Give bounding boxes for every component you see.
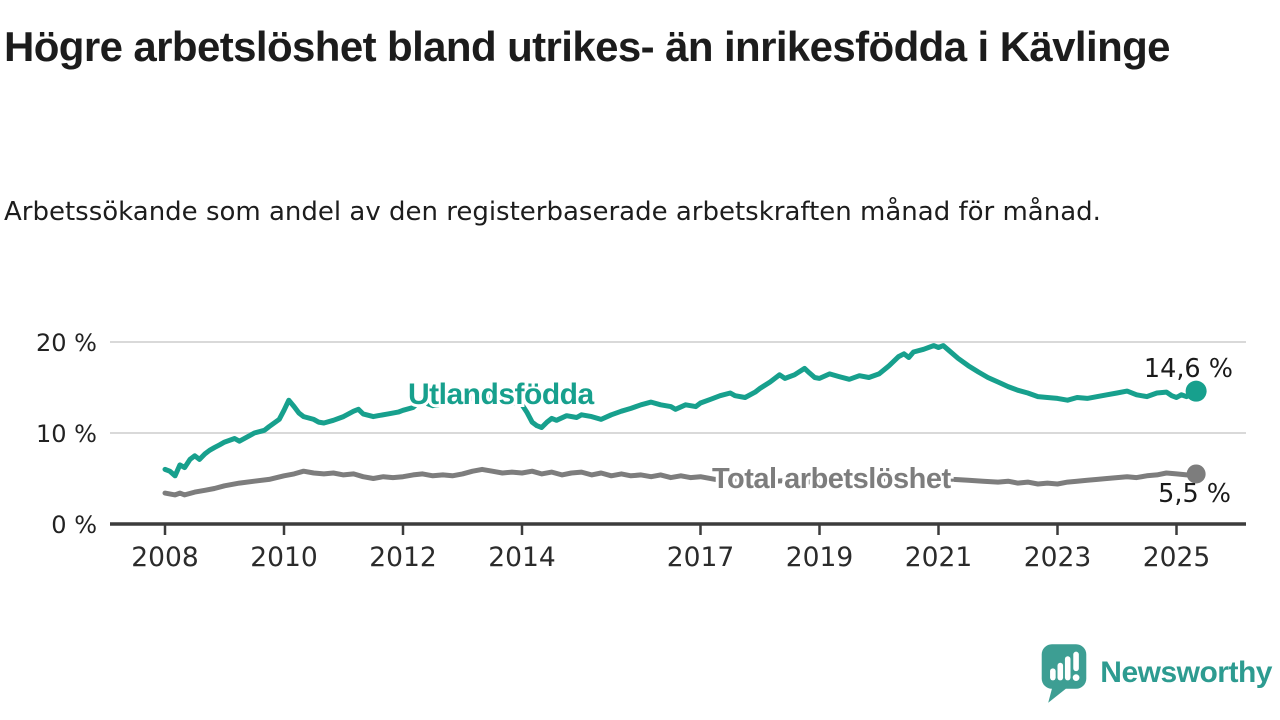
x-tick-label: 2008 xyxy=(131,542,198,573)
y-tick-label: 0 % xyxy=(51,511,97,539)
x-tick-label: 2023 xyxy=(1024,542,1091,573)
y-tick-label: 10 % xyxy=(36,420,97,448)
brand-name: Newsworthy xyxy=(1100,656,1272,689)
x-tick-label: 2025 xyxy=(1143,542,1210,573)
unemployment-line-chart: 20 % 10 % 0 % 2008 2010 2012 2014 2017 2019 2021 2… xyxy=(36,329,1246,573)
y-tick-label: 20 % xyxy=(36,329,97,357)
end-value-label-utlandsfodda: 14,6 % xyxy=(1144,354,1233,384)
logo-bar-small xyxy=(1050,668,1056,681)
page-title: Högre arbetslöshet bland utrikes- än inr… xyxy=(4,23,1171,70)
logo-exclamation-dot xyxy=(1073,674,1080,681)
series-label-total: Total arbetslöshet xyxy=(712,463,951,495)
newsworthy-brand: Newsworthy xyxy=(1038,640,1272,706)
series-line-total xyxy=(162,466,1199,498)
logo-exclamation-bar xyxy=(1073,651,1080,672)
x-tick-label: 2017 xyxy=(667,542,734,573)
x-tick-label: 2012 xyxy=(369,542,436,573)
end-value-label-total: 5,5 % xyxy=(1158,479,1231,509)
logo-bar-medium xyxy=(1057,662,1064,681)
logo-bubble-shape xyxy=(1041,644,1087,703)
series-line-utlandsfodda xyxy=(162,343,1199,479)
x-tick-label: 2019 xyxy=(786,542,853,573)
x-tick-label: 2014 xyxy=(488,542,555,573)
page-subtitle: Arbetssökande som andel av den registerb… xyxy=(4,197,1101,227)
newsworthy-logo-icon xyxy=(1041,644,1087,703)
x-tick-label: 2021 xyxy=(905,542,972,573)
logo-bar-tall xyxy=(1065,656,1071,681)
series-end-dot-total xyxy=(1186,464,1206,484)
series-label-utlandsfodda: Utlandsfödda xyxy=(408,378,594,411)
x-tick-label: 2010 xyxy=(250,542,317,573)
series-end-dot-utlandsfodda xyxy=(1185,380,1207,402)
